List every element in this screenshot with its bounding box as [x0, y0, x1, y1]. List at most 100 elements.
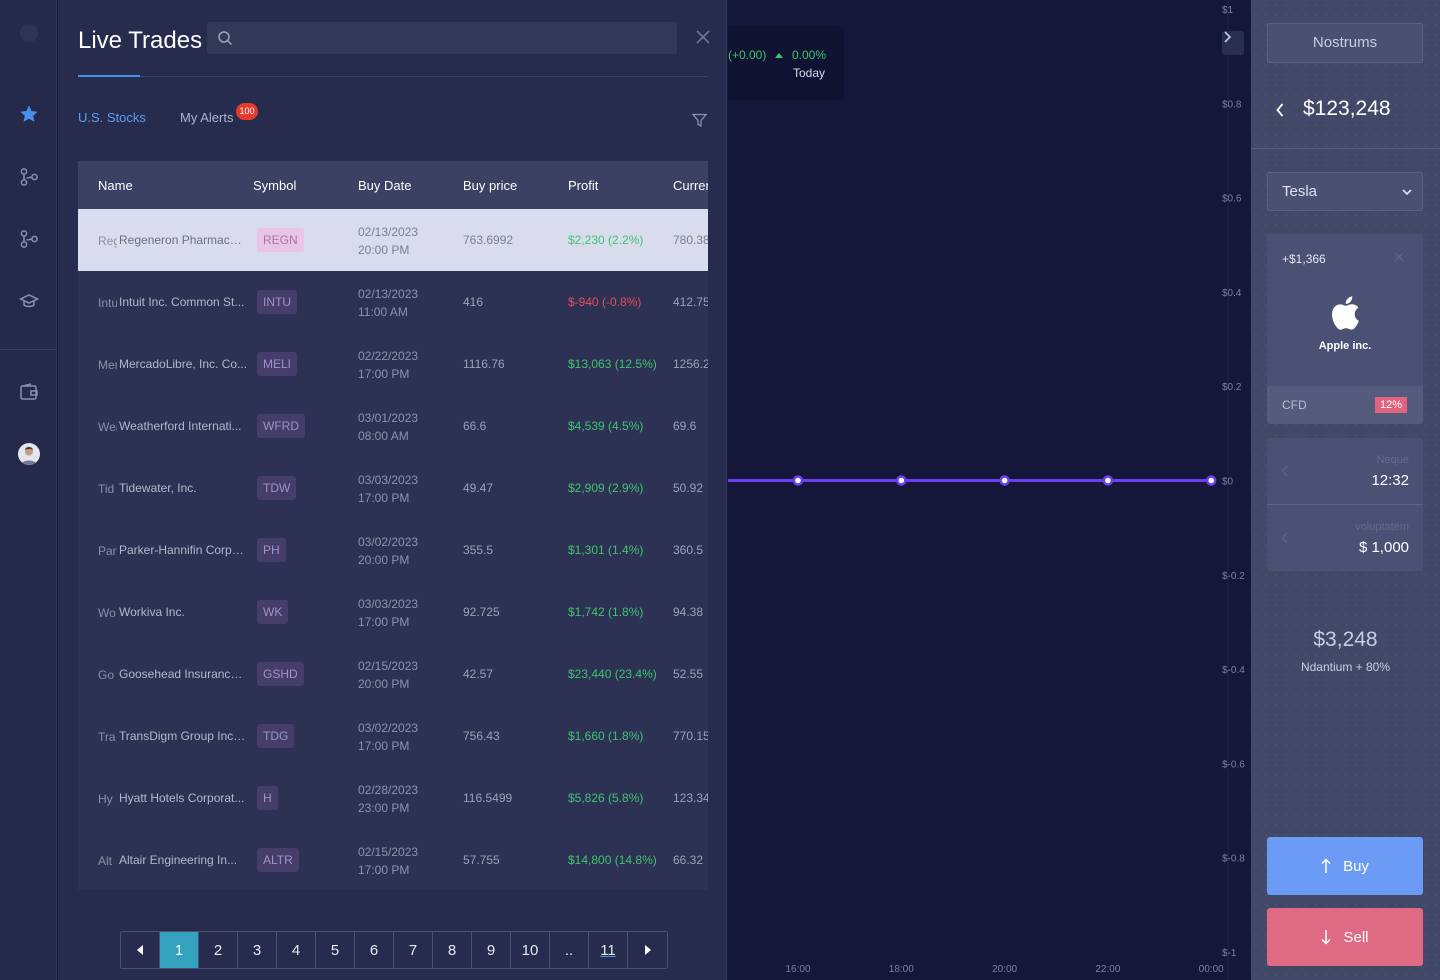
buy-date: 02/22/2023 17:00 PM	[358, 347, 418, 383]
page-button[interactable]: 1	[160, 932, 199, 968]
panel-title: Live Trades	[78, 27, 203, 54]
page-number: 6	[369, 941, 379, 959]
data-point	[1205, 475, 1217, 486]
page-button[interactable]: 4	[277, 932, 316, 968]
symbol-badge: WK	[257, 600, 289, 624]
buy-date-time: 17:00 PM	[358, 863, 410, 877]
page-button[interactable]: 7	[394, 932, 433, 968]
close-icon[interactable]	[695, 29, 711, 45]
column-header-buy-date[interactable]: Buy Date	[358, 178, 412, 193]
tab-us-stocks[interactable]: U.S. Stocks	[78, 110, 146, 125]
search-input[interactable]	[243, 22, 663, 54]
company-abbr: Wea	[98, 420, 117, 434]
page-button[interactable]: 10	[511, 932, 550, 968]
change-absolute: (+0.00)	[728, 48, 767, 62]
page-button[interactable]: 11	[589, 932, 628, 968]
price-chart[interactable]: $1 $0.8 $0.6 $0.4 $0.2 $0 $-0.2 $-0.4 $-0.6 $-0.8…	[728, 0, 1250, 980]
avatar[interactable]	[18, 443, 40, 465]
amount-field[interactable]: voluptatem $ 1,000	[1267, 505, 1423, 571]
company-abbr: Tid	[98, 482, 115, 496]
buy-date: 03/03/2023 17:00 PM	[358, 595, 418, 631]
balance-row: $123,248	[1251, 92, 1440, 128]
company-name: Weatherford Internati...	[119, 419, 242, 433]
buy-date-day: 03/03/2023	[358, 597, 419, 611]
column-header-profit[interactable]: Profit	[568, 178, 599, 193]
company-abbr: Reg	[98, 234, 117, 248]
next-page-button[interactable]	[628, 932, 667, 968]
table-row[interactable]: Wo Workiva Inc. WK 03/03/2023 17:00 PM 92.725…	[78, 581, 708, 643]
table-row[interactable]: Par Parker-Hannifin Corpo... PH 03/02/2023 2…	[78, 519, 708, 581]
page-button[interactable]: 5	[316, 932, 355, 968]
buy-date-day: 02/22/2023	[358, 349, 419, 363]
line-chart: $1 $0.8 $0.6 $0.4 $0.2 $0 $-0.2 $-0.4 $-0.6 $-0.8…	[728, 0, 1245, 980]
apple-logo-icon	[1332, 296, 1359, 330]
page-button[interactable]: 6	[355, 932, 394, 968]
buy-date-day: 02/15/2023	[358, 659, 419, 673]
page-button[interactable]: ..	[550, 932, 589, 968]
asset-select[interactable]: Tesla	[1267, 172, 1423, 211]
column-header-buy-price[interactable]: Buy price	[463, 178, 518, 193]
buy-button[interactable]: Buy	[1267, 837, 1423, 895]
param-divider	[1267, 504, 1423, 505]
tab-my-alerts[interactable]: My Alerts	[180, 110, 234, 125]
prev-page-button[interactable]	[121, 932, 160, 968]
table-row[interactable]: Mer MercadoLibre, Inc. Co... MELI 02/22/202…	[78, 333, 708, 395]
page-button[interactable]: 2	[199, 932, 238, 968]
table-row[interactable]: Tid Tidewater, Inc. TDW 03/03/2023 17:00 PM 4…	[78, 457, 708, 519]
profit: $-940 (-0.8%)	[568, 295, 642, 309]
duration-field[interactable]: Neque 12:32	[1267, 438, 1423, 504]
asset-type: CFD	[1282, 398, 1307, 412]
header-divider	[78, 76, 708, 77]
symbol-badge: MELI	[257, 352, 298, 376]
price-change-box: (+0.00) 0.00% Today	[728, 26, 844, 100]
profit: $5,826 (5.8%)	[568, 791, 644, 805]
page-number: 11	[600, 941, 616, 959]
table-row[interactable]: Hy Hyatt Hotels Corporat... H 02/28/2023 23:…	[78, 767, 708, 829]
table-row[interactable]: Intu Intuit Inc. Common St... INTU 02/13/20…	[78, 271, 708, 333]
payout-amount: $3,248	[1313, 628, 1378, 651]
chevron-left-icon[interactable]	[1275, 102, 1285, 118]
current-price: 123.34	[673, 791, 708, 805]
company-name: Tidewater, Inc.	[119, 481, 197, 495]
asset-card[interactable]: +$1,366 Apple inc. CFD 12%	[1267, 234, 1423, 424]
asset-select-value: Tesla	[1282, 183, 1318, 200]
buy-price: 756.43	[463, 729, 500, 743]
table-row[interactable]: Alt Altair Engineering In... ALTR 02/15/202…	[78, 829, 708, 890]
column-header-current[interactable]: Curren	[673, 178, 708, 193]
page-button[interactable]: 3	[238, 932, 277, 968]
table-row[interactable]: WeaWeatherford Internati... WFRD 03/01/202…	[78, 395, 708, 457]
chevron-left-icon[interactable]	[1281, 532, 1289, 544]
filter-icon[interactable]	[691, 113, 708, 133]
table-row[interactable]: Go Goosehead Insurance, ... GSHD 02/15/2023…	[78, 643, 708, 705]
buy-date-day: 03/03/2023	[358, 473, 419, 487]
graduation-cap-icon[interactable]	[18, 290, 40, 312]
account-balance: $123,248	[1303, 97, 1391, 120]
chevron-left-icon[interactable]	[1281, 465, 1289, 477]
buy-date-time: 17:00 PM	[358, 367, 410, 381]
column-header-symbol[interactable]: Symbol	[253, 178, 297, 193]
column-header-name[interactable]: Name	[98, 178, 133, 193]
share-nodes-icon[interactable]	[18, 228, 40, 250]
table-row[interactable]: Reg Regeneron Pharmaceuti... REGN 02/13/202…	[78, 209, 708, 271]
buy-price: 57.755	[463, 853, 500, 867]
profit: $2,230 (2.2%)	[568, 233, 644, 247]
company-abbr: Intu	[98, 296, 117, 310]
asset-change: +$1,366	[1282, 252, 1326, 266]
search-box[interactable]	[207, 22, 677, 54]
share-nodes-icon[interactable]	[18, 166, 40, 188]
asset-footer: CFD 12%	[1267, 386, 1423, 424]
close-icon[interactable]	[1394, 252, 1404, 262]
wallet-icon[interactable]	[18, 381, 40, 403]
current-price: 770.15	[673, 729, 708, 743]
chevron-right-icon[interactable]	[1222, 31, 1244, 55]
buy-date: 02/28/2023 23:00 PM	[358, 781, 418, 817]
star-icon[interactable]	[18, 103, 40, 125]
buy-date-time: 20:00 PM	[358, 553, 410, 567]
page-button[interactable]: 8	[433, 932, 472, 968]
sell-button[interactable]: Sell	[1267, 908, 1423, 966]
page-button[interactable]: 9	[472, 932, 511, 968]
account-button[interactable]: Nostrums	[1267, 23, 1423, 63]
table-row[interactable]: Tra TransDigm Group Incor... TDG 03/02/2023…	[78, 705, 708, 767]
buy-date-time: 11:00 AM	[358, 305, 408, 319]
symbol-badge: REGN	[257, 228, 304, 252]
